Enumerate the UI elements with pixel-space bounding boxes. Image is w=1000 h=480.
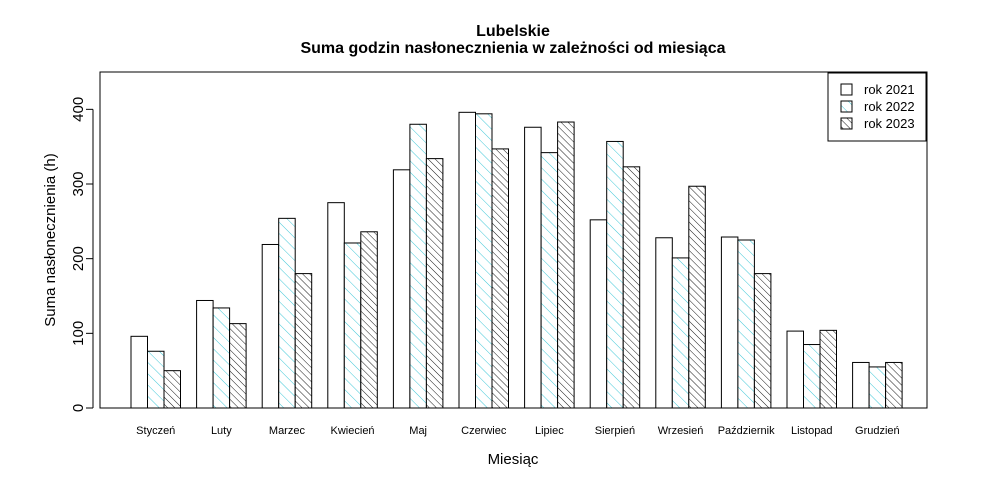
bar-luty-rok-2023 [229, 323, 247, 409]
bar-kwiecień-rok-2021 [327, 202, 345, 409]
y-tick-label: 300 [70, 171, 87, 196]
bar-styczeń-rok-2023 [163, 370, 181, 409]
bar-grudzień-rok-2021 [852, 361, 870, 409]
bar-październik-rok-2021 [720, 236, 739, 409]
x-tick-label: Luty [211, 425, 232, 437]
x-tick-label: Styczeń [136, 425, 175, 437]
x-tick-label: Kwiecień [331, 425, 375, 437]
x-tick-label: Czerwiec [461, 425, 507, 437]
bar-wrzesień-rok-2023 [688, 185, 706, 409]
x-tick-label: Lipiec [535, 425, 564, 437]
y-tick-label: 200 [70, 246, 87, 271]
bar-lipiec-rok-2023 [557, 121, 575, 409]
bar-styczeń-rok-2022 [147, 350, 165, 409]
x-tick-label: Październik [718, 425, 775, 437]
bar-wrzesień-rok-2022 [671, 257, 690, 409]
x-tick-label: Wrzesień [658, 425, 704, 437]
bar-listopad-rok-2023 [819, 329, 837, 409]
bar-maj-rok-2023 [425, 158, 444, 409]
bar-czerwiec-rok-2023 [491, 148, 509, 409]
bar-czerwiec-rok-2022 [475, 113, 493, 409]
bar-lipiec-rok-2022 [540, 152, 559, 409]
bar-wrzesień-rok-2021 [655, 237, 673, 409]
x-tick-label: Grudzień [855, 425, 900, 437]
bar-grudzień-rok-2023 [885, 361, 903, 409]
bar-marzec-rok-2021 [261, 243, 280, 409]
legend-swatch [840, 100, 853, 113]
bar-listopad-rok-2021 [786, 330, 804, 409]
bar-grudzień-rok-2022 [868, 366, 887, 409]
chart-title: Lubelskie [476, 23, 550, 40]
y-axis-label: Suma nasłonecznienia (h) [42, 153, 59, 326]
chart-subtitle: Suma godzin nasłonecznienia w zależności… [300, 40, 725, 57]
bar-luty-rok-2021 [196, 299, 214, 409]
plot-frame [99, 71, 928, 409]
bar-kwiecień-rok-2022 [343, 242, 362, 409]
bar-czerwiec-rok-2021 [458, 111, 476, 409]
bar-sierpień-rok-2021 [589, 219, 608, 409]
legend-label: rok 2021 [864, 82, 915, 97]
bar-listopad-rok-2022 [803, 344, 821, 409]
y-axis: 0 100 200 300 400 [70, 97, 94, 412]
x-tick-label: Sierpień [595, 425, 635, 437]
x-axis-label: Miesiąc [488, 451, 539, 468]
x-tick-label: Marzec [269, 425, 306, 437]
y-tick-label: 0 [70, 404, 87, 412]
y-tick-label: 100 [70, 321, 87, 346]
y-tick-label: 400 [70, 97, 87, 122]
legend: rok 2021 rok 2022 rok 2023 [827, 72, 927, 142]
bars-group [130, 111, 903, 409]
x-axis-tick-labels: Styczeń Luty Marzec Kwiecień Maj Czerwiec Lipi… [136, 425, 899, 437]
bar-sierpień-rok-2022 [606, 140, 624, 409]
bar-październik-rok-2023 [753, 273, 772, 409]
legend-label: rok 2022 [864, 99, 915, 114]
bar-marzec-rok-2022 [278, 217, 296, 409]
bar-maj-rok-2021 [392, 169, 411, 409]
x-tick-label: Listopad [791, 425, 833, 437]
bar-lipiec-rok-2021 [524, 126, 542, 409]
bar-luty-rok-2022 [212, 307, 231, 409]
bar-październik-rok-2022 [737, 239, 755, 409]
legend-swatch [840, 83, 853, 96]
legend-swatch [840, 117, 853, 130]
bar-maj-rok-2022 [409, 123, 427, 409]
bar-marzec-rok-2023 [294, 273, 313, 409]
bar-styczeń-rok-2021 [130, 335, 148, 409]
x-tick-label: Maj [409, 425, 427, 437]
bar-kwiecień-rok-2023 [360, 231, 378, 409]
bar-sierpień-rok-2023 [622, 166, 641, 409]
legend-label: rok 2023 [864, 116, 915, 131]
